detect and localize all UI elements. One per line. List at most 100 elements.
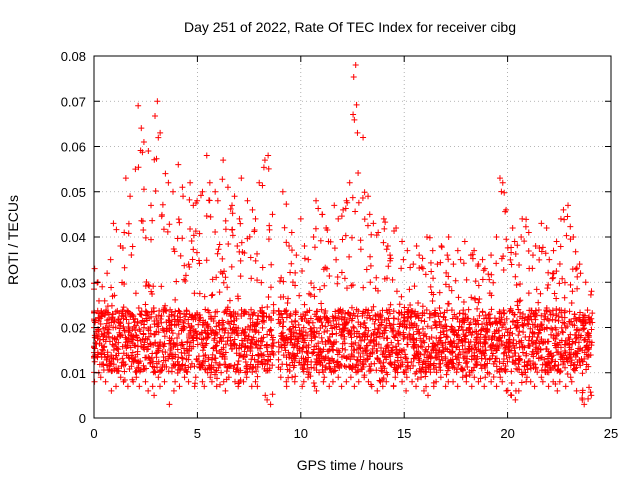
- data-point: [192, 200, 199, 207]
- data-point: [557, 243, 564, 250]
- data-point: [399, 238, 406, 245]
- data-point: [423, 234, 430, 240]
- data-point: [269, 211, 276, 218]
- data-point: [479, 256, 486, 263]
- data-point: [579, 370, 586, 377]
- data-point: [349, 315, 356, 322]
- data-point: [155, 345, 162, 352]
- data-point: [510, 318, 517, 325]
- data-point: [115, 316, 122, 323]
- data-point: [538, 312, 545, 319]
- data-point: [247, 254, 254, 261]
- data-point: [260, 334, 267, 341]
- data-point: [365, 193, 372, 200]
- data-point: [278, 274, 285, 281]
- data-point: [351, 383, 358, 390]
- data-point: [239, 248, 246, 255]
- data-point: [133, 374, 140, 381]
- data-point: [162, 302, 169, 309]
- data-point: [364, 352, 371, 359]
- data-point: [407, 314, 414, 321]
- data-point: [482, 364, 489, 371]
- data-point: [201, 293, 208, 300]
- data-point: [561, 279, 568, 286]
- data-point: [224, 284, 231, 291]
- data-point: [281, 224, 288, 231]
- data-point: [120, 304, 127, 311]
- data-point: [379, 368, 386, 375]
- data-point: [155, 329, 162, 336]
- data-point: [203, 213, 210, 220]
- data-point: [311, 383, 318, 390]
- data-point: [364, 333, 371, 340]
- data-point: [224, 184, 231, 191]
- data-point: [413, 243, 420, 250]
- data-point: [422, 271, 429, 278]
- data-point: [112, 341, 119, 348]
- data-point: [513, 317, 520, 324]
- data-point: [404, 363, 411, 370]
- data-point: [334, 315, 341, 322]
- data-point: [227, 313, 234, 320]
- data-point: [588, 326, 595, 333]
- data-point: [313, 313, 320, 320]
- data-point: [107, 256, 114, 263]
- data-point: [322, 323, 329, 330]
- data-point: [214, 250, 221, 257]
- data-point: [126, 366, 133, 373]
- data-point: [459, 374, 466, 381]
- data-point: [588, 288, 595, 295]
- data-point: [161, 378, 168, 385]
- data-point: [399, 347, 406, 354]
- data-point: [252, 341, 259, 348]
- data-point: [430, 275, 437, 282]
- data-point: [477, 336, 484, 343]
- data-point: [400, 329, 407, 336]
- data-point: [334, 280, 341, 287]
- data-point: [399, 322, 406, 329]
- data-point: [503, 352, 510, 359]
- data-point: [586, 316, 593, 323]
- data-point: [479, 276, 486, 283]
- data-point: [116, 319, 123, 326]
- data-point: [310, 284, 317, 291]
- data-point: [577, 309, 584, 316]
- data-point: [217, 334, 224, 341]
- data-point: [376, 358, 383, 365]
- data-point: [318, 334, 325, 341]
- data-point: [525, 342, 532, 349]
- data-point: [476, 348, 483, 355]
- data-point: [524, 316, 531, 323]
- data-point: [261, 356, 268, 363]
- data-point: [567, 223, 574, 230]
- data-point: [490, 279, 497, 286]
- data-point: [270, 301, 277, 308]
- data-point: [209, 327, 216, 334]
- data-point: [456, 346, 463, 353]
- data-point: [175, 331, 182, 338]
- data-point: [380, 375, 387, 382]
- data-point: [400, 368, 407, 375]
- data-point: [374, 311, 381, 318]
- data-point: [509, 353, 516, 360]
- data-point: [366, 353, 373, 360]
- data-point: [351, 324, 358, 331]
- x-tick-label: 10: [294, 426, 308, 441]
- data-point: [572, 248, 579, 255]
- data-point: [245, 333, 252, 340]
- data-point: [202, 306, 209, 313]
- data-point: [419, 265, 426, 272]
- data-point: [202, 329, 209, 336]
- data-point: [114, 333, 121, 340]
- data-point: [97, 320, 104, 327]
- data-point: [152, 340, 159, 347]
- data-point: [482, 374, 489, 381]
- data-point: [529, 333, 536, 340]
- data-point: [491, 333, 498, 340]
- data-point: [462, 311, 469, 318]
- data-point: [400, 256, 407, 263]
- data-point: [307, 315, 314, 322]
- data-point: [305, 342, 312, 349]
- data-point: [171, 316, 178, 323]
- data-point: [322, 364, 329, 371]
